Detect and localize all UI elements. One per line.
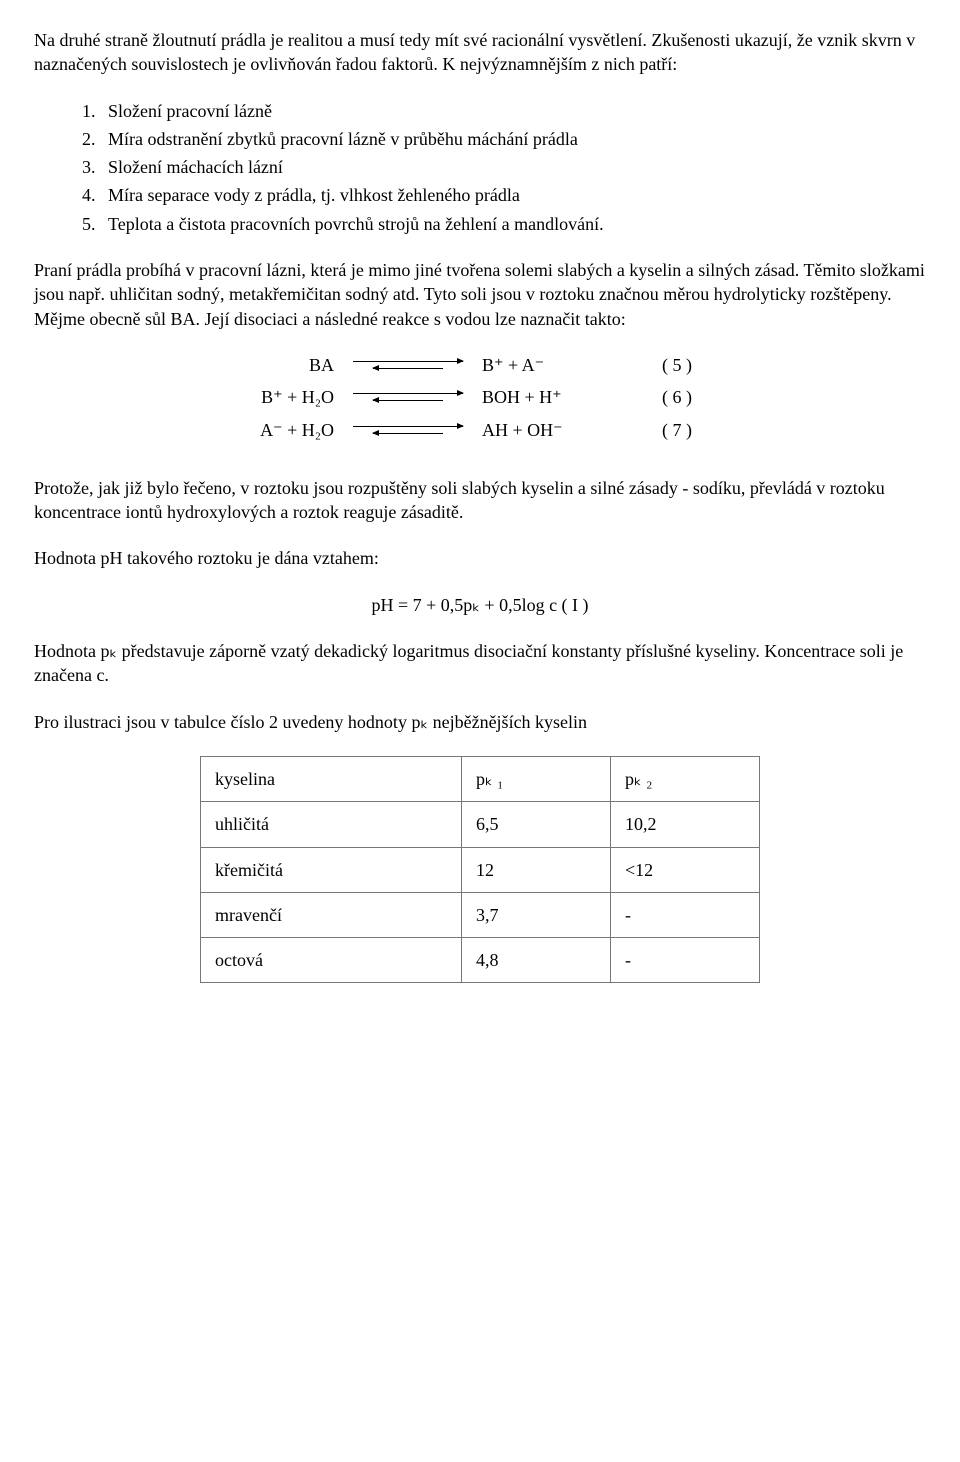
list-item: 2.Míra odstranění zbytků pracovní lázně … xyxy=(82,127,926,151)
eq-number: ( 6 ) xyxy=(632,385,722,409)
table-row: křemičitá 12 <12 xyxy=(201,847,760,892)
factor-list: 1.Složení pracovní lázně 2.Míra odstraně… xyxy=(34,99,926,236)
table-cell: 10,2 xyxy=(611,802,760,847)
list-item-text: Složení máchacích lázní xyxy=(108,157,283,177)
equation-row: BA B⁺ + A⁻ ( 5 ) xyxy=(34,353,926,377)
table-cell: mravenčí xyxy=(201,892,462,937)
list-item-text: Míra separace vody z prádla, tj. vlhkost… xyxy=(108,185,520,205)
acid-table: kyselina pₖ ₁ pₖ ₂ uhličitá 6,5 10,2 kře… xyxy=(200,756,760,983)
table-row: uhličitá 6,5 10,2 xyxy=(201,802,760,847)
list-item-text: Míra odstranění zbytků pracovní lázně v … xyxy=(108,129,578,149)
eq-number: ( 7 ) xyxy=(632,418,722,442)
table-cell: - xyxy=(611,892,760,937)
eq-right: BOH + H⁺ xyxy=(468,385,632,409)
table-cell: uhličitá xyxy=(201,802,462,847)
paragraph-table-intro: Pro ilustraci jsou v tabulce číslo 2 uve… xyxy=(34,710,926,734)
table-header-row: kyselina pₖ ₁ pₖ ₂ xyxy=(201,756,760,801)
table-cell: 3,7 xyxy=(462,892,611,937)
list-item-text: Teplota a čistota pracovních povrchů str… xyxy=(108,214,604,234)
table-cell: octová xyxy=(201,938,462,983)
list-item: 3.Složení máchacích lázní xyxy=(82,155,926,179)
formula-ph: pH = 7 + 0,5pₖ + 0,5log c ( I ) xyxy=(34,593,926,617)
eq-right: AH + OH⁻ xyxy=(468,418,632,442)
eq-right: B⁺ + A⁻ xyxy=(468,353,632,377)
table-cell: - xyxy=(611,938,760,983)
table-header: pₖ ₂ xyxy=(611,756,760,801)
list-item: 1.Složení pracovní lázně xyxy=(82,99,926,123)
table-cell: 6,5 xyxy=(462,802,611,847)
list-item-text: Složení pracovní lázně xyxy=(108,101,272,121)
equilibrium-arrow-icon xyxy=(348,361,468,369)
equation-row: B⁺ + H₂O BOH + H⁺ ( 6 ) xyxy=(34,385,926,409)
paragraph-intro: Na druhé straně žloutnutí prádla je real… xyxy=(34,28,926,77)
paragraph-ph-intro: Hodnota pH takového roztoku je dána vzta… xyxy=(34,546,926,570)
eq-left: A⁻ + H₂O xyxy=(34,418,348,442)
table-cell: křemičitá xyxy=(201,847,462,892)
list-item: 4.Míra separace vody z prádla, tj. vlhko… xyxy=(82,183,926,207)
list-item: 5.Teplota a čistota pracovních povrchů s… xyxy=(82,212,926,236)
equation-block: BA B⁺ + A⁻ ( 5 ) B⁺ + H₂O BOH + H⁺ ( 6 )… xyxy=(34,353,926,442)
equilibrium-arrow-icon xyxy=(348,393,468,401)
table-header: pₖ ₁ xyxy=(462,756,611,801)
paragraph-pk: Hodnota pₖ představuje záporně vzatý dek… xyxy=(34,639,926,688)
table-row: mravenčí 3,7 - xyxy=(201,892,760,937)
table-cell: 4,8 xyxy=(462,938,611,983)
paragraph-wash: Praní prádla probíhá v pracovní lázni, k… xyxy=(34,258,926,331)
equation-row: A⁻ + H₂O AH + OH⁻ ( 7 ) xyxy=(34,418,926,442)
eq-number: ( 5 ) xyxy=(632,353,722,377)
eq-left: BA xyxy=(34,353,348,377)
table-cell: <12 xyxy=(611,847,760,892)
table-header: kyselina xyxy=(201,756,462,801)
eq-left: B⁺ + H₂O xyxy=(34,385,348,409)
equilibrium-arrow-icon xyxy=(348,426,468,434)
paragraph-alkaline: Protože, jak již bylo řečeno, v roztoku … xyxy=(34,476,926,525)
table-cell: 12 xyxy=(462,847,611,892)
table-row: octová 4,8 - xyxy=(201,938,760,983)
